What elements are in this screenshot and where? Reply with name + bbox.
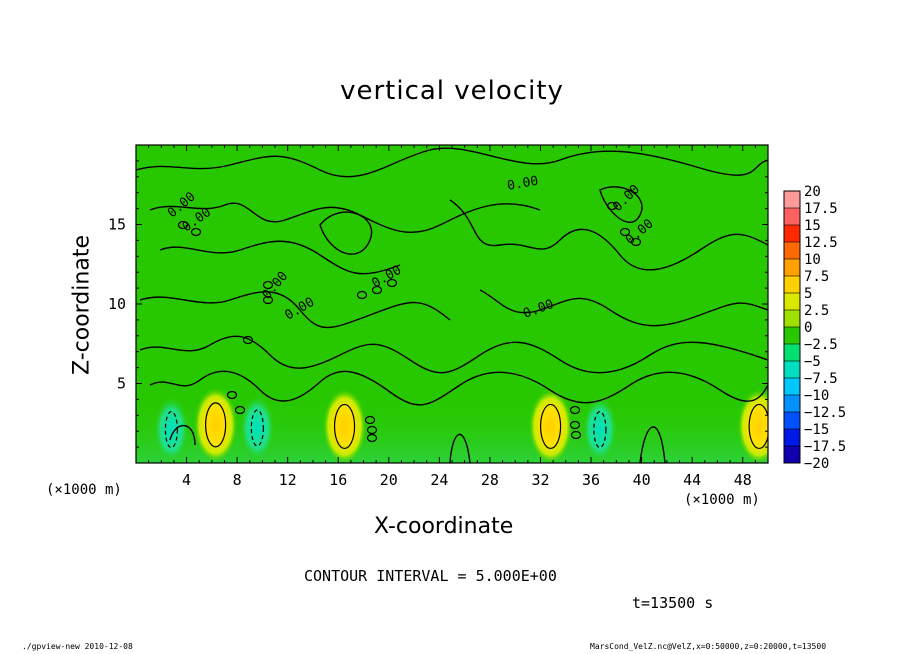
updraft-contour-3	[748, 403, 768, 450]
small-contour-2	[262, 280, 274, 290]
small-contour-0	[177, 220, 189, 230]
x-tick-label-20: 20	[380, 471, 398, 489]
x-tick-label-24: 24	[430, 471, 448, 489]
x-tick-label-48: 48	[734, 471, 752, 489]
colorbar-label-10: −5	[804, 354, 821, 370]
y-axis-label: Z-coordinate	[69, 235, 95, 375]
colorbar-label-7: 2.5	[804, 303, 829, 319]
footer-right: MarsCond_VelZ.nc@VelZ,x=0:50000,z=0:2000…	[590, 642, 827, 651]
small-contour-12	[570, 430, 582, 440]
x-tick-label-28: 28	[481, 471, 499, 489]
small-contour-8	[366, 425, 378, 435]
downdraft-region-5	[239, 394, 276, 463]
small-contour-6	[234, 405, 246, 415]
colorbar-label-4: 10	[804, 252, 821, 268]
small-contour-15	[386, 278, 398, 288]
downdraft-contour-4	[164, 411, 178, 449]
colorbar-label-13: −12.5	[804, 405, 846, 421]
contour-label-3: 0.00	[506, 174, 539, 194]
colorbar-swatch-13	[784, 412, 800, 430]
x-tick-label-8: 8	[233, 471, 242, 489]
colorbar-label-14: −15	[804, 422, 829, 438]
colorbar-swatch-1	[784, 208, 800, 226]
chart-title: vertical velocity	[340, 76, 564, 106]
updraft-region-0	[193, 386, 238, 463]
small-contour-14	[371, 285, 383, 295]
colorbar-label-15: −17.5	[804, 439, 846, 455]
colorbar-label-9: −2.5	[804, 337, 838, 353]
x-tick-label-32: 32	[531, 471, 549, 489]
colorbar-swatch-9	[784, 344, 800, 362]
downdraft-contour-6	[593, 411, 607, 449]
updraft-contour-1	[333, 403, 356, 450]
small-contour-18	[606, 201, 618, 211]
small-contour-11	[569, 420, 581, 430]
downdraft-contour-5	[250, 409, 264, 447]
colorbar-label-2: 15	[804, 218, 821, 234]
updraft-contour-2	[539, 403, 562, 450]
small-contour-13	[356, 290, 368, 300]
colorbar-swatch-7	[784, 310, 800, 328]
colorbar-swatch-12	[784, 395, 800, 413]
small-contour-7	[364, 415, 376, 425]
colorbar-label-3: 12.5	[804, 235, 838, 251]
colorbar-swatch-15	[784, 446, 800, 464]
colorbar-swatch-4	[784, 259, 800, 277]
contour-interval-label: CONTOUR INTERVAL = 5.000E+00	[304, 567, 557, 585]
colorbar-swatch-10	[784, 361, 800, 379]
colorbar-swatch-14	[784, 429, 800, 447]
colorbar-swatch-2	[784, 225, 800, 243]
x-axis-label: X-coordinate	[374, 514, 514, 539]
x-tick-label-12: 12	[279, 471, 297, 489]
x-unit-label-right: (×1000 m)	[684, 492, 760, 508]
colorbar-label-1: 17.5	[804, 201, 838, 217]
colorbar-swatch-3	[784, 242, 800, 260]
downdraft-region-6	[581, 395, 618, 463]
colorbar-label-12: −10	[804, 388, 829, 404]
time-label: t=13500 s	[632, 594, 714, 612]
colorbar-swatch-8	[784, 327, 800, 345]
colorbar-label-5: 7.5	[804, 269, 829, 285]
x-tick-label-36: 36	[582, 471, 600, 489]
colorbar-swatch-0	[784, 191, 800, 209]
small-contour-10	[569, 405, 581, 415]
colorbar-swatch-6	[784, 293, 800, 311]
colorbar-label-16: −20	[804, 456, 829, 472]
updraft-region-2	[528, 388, 573, 463]
small-contour-17	[630, 237, 642, 247]
colorbar-label-6: 5	[804, 286, 812, 302]
small-contour-16	[619, 227, 631, 237]
small-contour-3	[262, 295, 274, 305]
small-contour-5	[226, 390, 238, 400]
colorbar-label-11: −7.5	[804, 371, 838, 387]
colorbar-swatch-11	[784, 378, 800, 396]
colorbar-label-0: 20	[804, 184, 821, 200]
footer-left: ./gpview-new 2010-12-08	[22, 642, 133, 651]
updraft-region-1	[322, 388, 367, 463]
y-tick-label-15: 15	[108, 216, 126, 234]
small-contour-4	[242, 335, 254, 345]
small-contour-9	[366, 433, 378, 443]
updraft-contour-0	[205, 402, 227, 448]
y-tick-label-10: 10	[108, 295, 126, 313]
x-tick-label-16: 16	[329, 471, 347, 489]
x-tick-label-44: 44	[683, 471, 701, 489]
x-tick-label-40: 40	[633, 471, 651, 489]
updraft-region-3	[737, 388, 768, 463]
downdraft-region-4	[153, 395, 190, 463]
small-contour-1	[190, 227, 202, 237]
colorbar-swatch-5	[784, 276, 800, 294]
x-unit-label-left: (×1000 m)	[46, 482, 122, 498]
y-tick-label-5: 5	[117, 375, 126, 393]
x-tick-label-4: 4	[182, 471, 191, 489]
colorbar-label-8: 0	[804, 320, 812, 336]
